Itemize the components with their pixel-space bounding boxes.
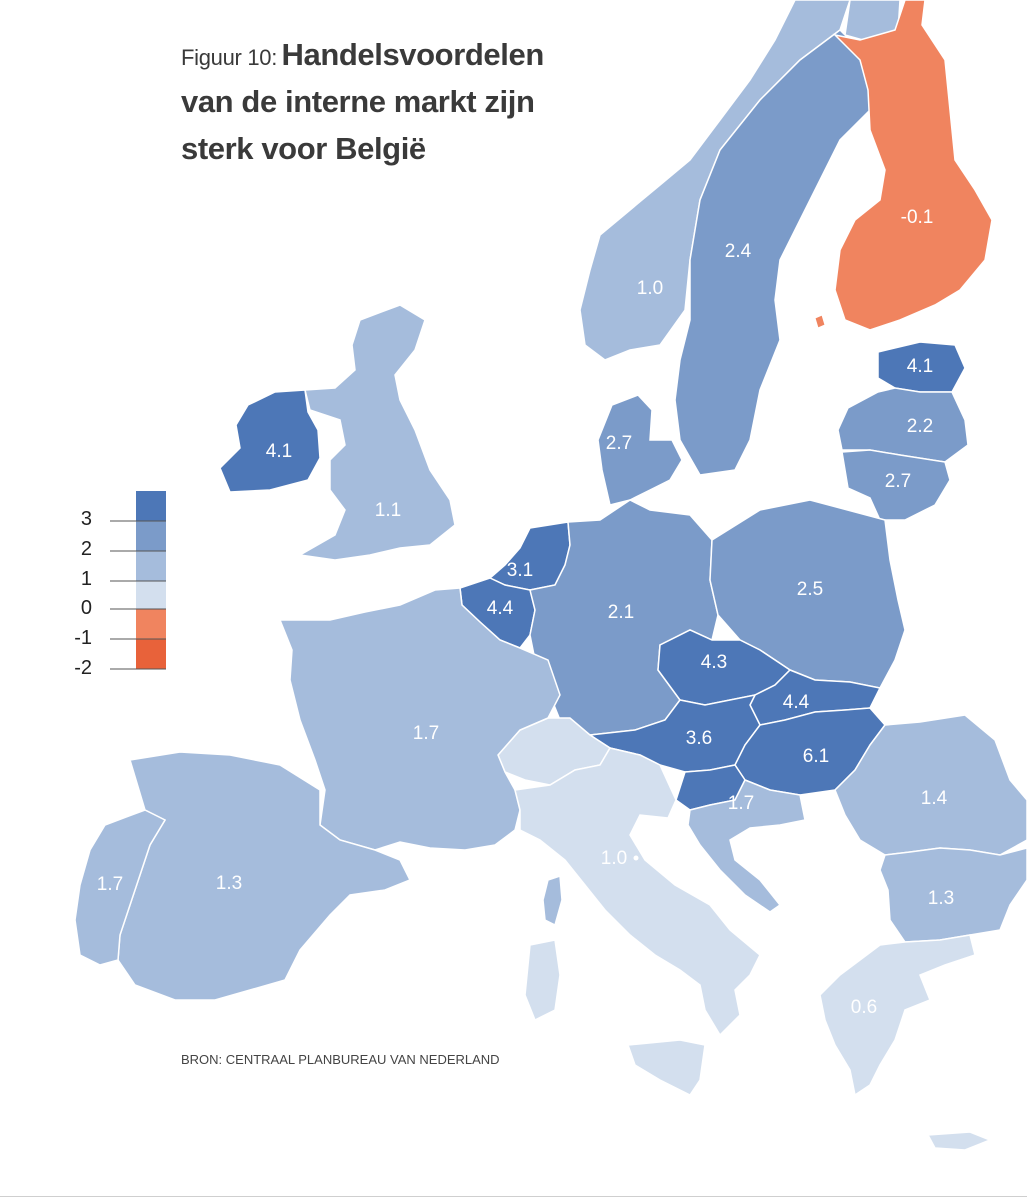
country-denmark <box>597 394 683 506</box>
legend-bin-1-2 <box>136 551 166 581</box>
source-note: BRON: CENTRAAL PLANBUREAU VAN NEDERLAND <box>181 1052 500 1067</box>
legend-label-0: 0 <box>80 597 92 619</box>
legend-bin-0-1 <box>136 581 166 609</box>
legend-bin-gt3 <box>136 491 166 521</box>
legend-label-neg2: -2 <box>74 657 92 679</box>
legend-label-2: 2 <box>80 538 92 560</box>
country-ireland <box>219 389 321 493</box>
legend-label-1: 1 <box>80 568 92 590</box>
bottom-divider <box>0 1196 1027 1197</box>
island-aland <box>814 314 826 329</box>
legend-bin-2-3 <box>136 521 166 551</box>
country-portugal <box>74 809 167 966</box>
island-crete <box>926 1131 993 1151</box>
title-line-2: van de interne markt zijn <box>181 84 535 119</box>
title-line-1: Handelsvoordelen <box>281 37 545 72</box>
title-line-3: sterk voor België <box>181 131 426 166</box>
country-lithuania <box>841 449 951 521</box>
legend-label-3: 3 <box>80 508 92 530</box>
country-latvia <box>837 387 969 463</box>
island-sardinia <box>524 939 561 1022</box>
island-sicily <box>626 1039 706 1096</box>
country-croatia <box>687 779 806 913</box>
figure-title: Figuur 10: Handelsvoordelen van de inter… <box>181 34 581 175</box>
country-italy <box>514 747 761 1037</box>
country-finland <box>832 0 993 331</box>
country-bulgaria <box>879 847 1027 943</box>
legend-bin-neg1-0 <box>136 609 166 639</box>
legend-bin-lt-neg1 <box>136 639 166 669</box>
country-france <box>278 587 561 851</box>
legend-scale <box>110 491 166 670</box>
island-corsica <box>542 874 563 927</box>
country-sweden <box>674 29 871 476</box>
country-estonia <box>877 341 966 393</box>
legend-label-neg1: -1 <box>74 627 92 649</box>
title-prefix: Figuur 10: <box>181 45 278 70</box>
country-united-kingdom <box>297 304 456 561</box>
country-greece <box>819 934 976 1097</box>
